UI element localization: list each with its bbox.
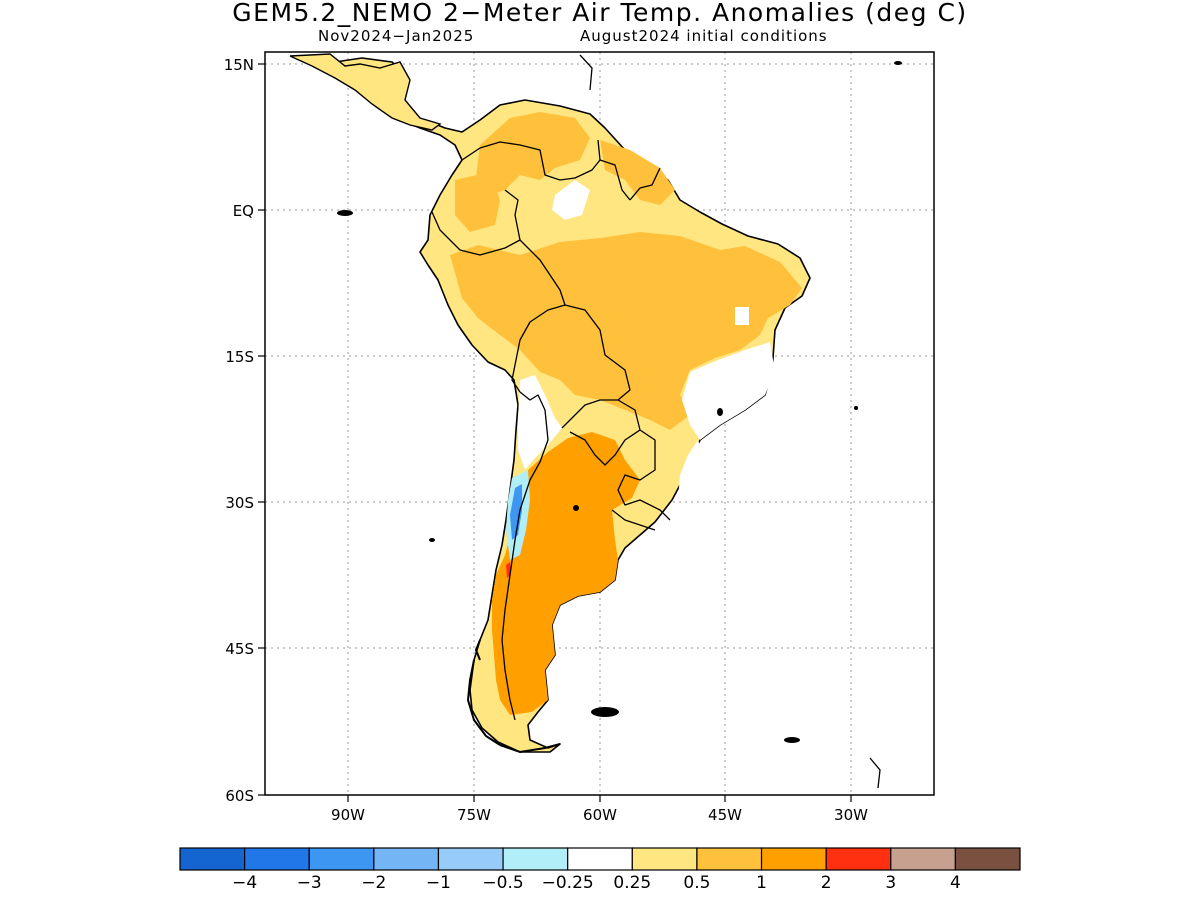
legend-label: 0.5 bbox=[683, 873, 710, 893]
anomaly-zone-guiana bbox=[600, 140, 675, 205]
neutral-zone-east-brazil bbox=[682, 342, 775, 440]
lat-label: 45S bbox=[225, 640, 254, 658]
lon-label: 90W bbox=[331, 806, 365, 824]
legend-color-box bbox=[890, 847, 956, 871]
central-america bbox=[289, 53, 442, 131]
legend-label: 4 bbox=[950, 873, 961, 893]
legend-color-box bbox=[954, 847, 1021, 871]
country-borders bbox=[431, 139, 671, 721]
initial-conditions-label: August2024 initial conditions bbox=[580, 27, 828, 45]
lon-labels: 90W 75W 60W 45W 30W bbox=[331, 806, 868, 824]
legend-color-box bbox=[437, 847, 504, 871]
lat-ticks bbox=[258, 63, 265, 796]
islands bbox=[337, 61, 902, 743]
legend-color-box bbox=[696, 847, 763, 871]
lat-label: 30S bbox=[225, 494, 254, 512]
lat-label: 15N bbox=[224, 56, 254, 74]
legend-color-box bbox=[825, 847, 892, 871]
legend-label: 0.25 bbox=[613, 873, 651, 893]
lon-label: 60W bbox=[583, 806, 617, 824]
color-legend bbox=[179, 847, 1021, 871]
anomaly-zone-amazon bbox=[475, 112, 590, 195]
legend-color-box bbox=[244, 847, 310, 871]
anomaly-zone-brazil-central bbox=[450, 232, 802, 430]
map-title: GEM5.2_NEMO 2−Meter Air Temp. Anomalies … bbox=[232, 0, 968, 27]
legend-label: 1 bbox=[756, 873, 767, 893]
neutral-zone-south-brazil bbox=[678, 440, 706, 500]
legend-color-box bbox=[760, 847, 827, 871]
patagonia-fjords bbox=[466, 639, 561, 754]
lon-label: 75W bbox=[457, 806, 491, 824]
lon-label: 30W bbox=[834, 806, 868, 824]
anomaly-zone-west-amazon bbox=[455, 172, 500, 232]
legend-label: −0.5 bbox=[482, 873, 523, 893]
neutral-zone-small bbox=[735, 307, 749, 325]
legend-label: −0.25 bbox=[542, 873, 594, 893]
lon-ticks bbox=[347, 795, 852, 802]
legend-color-box bbox=[567, 847, 633, 871]
legend-color-box bbox=[373, 847, 440, 871]
legend-label: −1 bbox=[426, 873, 451, 893]
small-coastlines bbox=[579, 54, 881, 789]
lat-label: EQ bbox=[233, 202, 254, 220]
legend-labels: −4 −3 −2 −1 −0.5 −0.25 0.25 0.5 1 2 3 4 bbox=[232, 873, 961, 893]
lat-labels: 15N EQ 15S 30S 45S 60S bbox=[224, 56, 254, 805]
lon-label: 45W bbox=[708, 806, 742, 824]
cool-zone-andes-core bbox=[510, 484, 522, 540]
lat-label: 60S bbox=[225, 787, 254, 805]
legend-label: 3 bbox=[885, 873, 896, 893]
legend-label: −3 bbox=[297, 873, 322, 893]
legend-label: −4 bbox=[232, 873, 257, 893]
season-label: Nov2024−Jan2025 bbox=[318, 27, 475, 45]
legend-color-box bbox=[631, 847, 698, 871]
lat-label: 15S bbox=[225, 348, 254, 366]
neutral-zone-venezuela bbox=[552, 180, 590, 220]
legend-label: 2 bbox=[821, 873, 832, 893]
legend-color-box bbox=[179, 847, 246, 871]
legend-color-box bbox=[502, 847, 569, 871]
legend-label: −2 bbox=[361, 873, 386, 893]
legend-color-box bbox=[308, 847, 375, 871]
